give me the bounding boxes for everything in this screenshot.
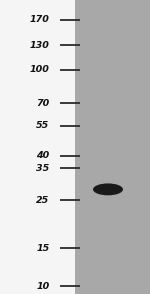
Text: 25: 25 (36, 196, 50, 205)
Text: 100: 100 (30, 65, 50, 74)
Bar (75, 0, 150, 294)
Text: 170: 170 (30, 15, 50, 24)
Text: 35: 35 (36, 164, 50, 173)
Text: 10: 10 (36, 282, 50, 291)
Ellipse shape (93, 183, 123, 195)
Text: 40: 40 (36, 151, 50, 160)
Text: 55: 55 (36, 121, 50, 131)
Text: 70: 70 (36, 99, 50, 108)
Text: 130: 130 (30, 41, 50, 50)
Text: 15: 15 (36, 243, 50, 253)
Bar (0, 0, 75, 294)
